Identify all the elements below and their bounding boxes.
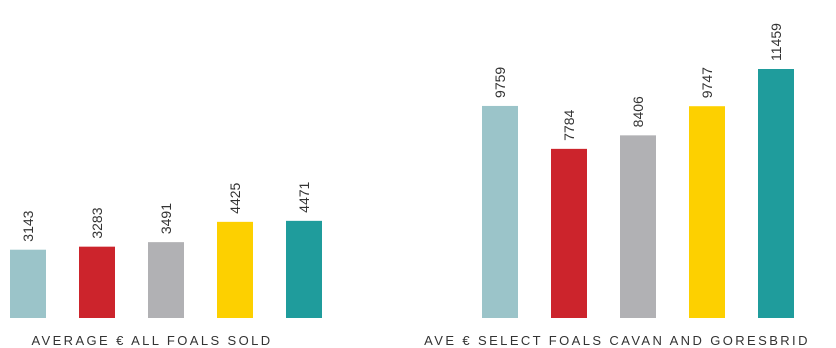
bar-2-5 xyxy=(758,69,794,318)
bar-1-5 xyxy=(286,220,322,318)
bar-1-3 xyxy=(148,242,184,318)
bar-2-2 xyxy=(551,148,587,318)
chart-panel-all-foals: 3143 3283 3491 4425 4471 xyxy=(10,181,322,318)
chart-caption-all-foals: AVERAGE € ALL FOALS SOLD xyxy=(31,333,272,348)
bar-value-label-2-1: 9759 xyxy=(492,67,508,98)
bar-1-4 xyxy=(217,221,253,318)
bar-2-4 xyxy=(689,106,725,319)
chart-caption-select-foals: AVE € SELECT FOALS CAVAN AND GORESBRID xyxy=(424,333,810,348)
bar-value-label-2-5: 11459 xyxy=(768,23,784,61)
bar-value-label-1-2: 3283 xyxy=(89,207,105,238)
chart-panel-select-foals: 9759 7784 8406 9747 11459 xyxy=(482,23,794,319)
bar-value-label-1-5: 4471 xyxy=(296,181,312,212)
bar-value-label-2-3: 8406 xyxy=(630,96,646,127)
bar-value-label-2-4: 9747 xyxy=(699,67,715,98)
bar-1-2 xyxy=(79,246,115,318)
bar-2-1 xyxy=(482,105,518,318)
bar-2-3 xyxy=(620,135,656,318)
bar-value-label-1-1: 3143 xyxy=(20,210,36,241)
bar-value-label-2-2: 7784 xyxy=(561,109,577,140)
bar-value-label-1-3: 3491 xyxy=(158,203,174,234)
bar-value-label-1-4: 4425 xyxy=(227,182,243,213)
bar-1-1 xyxy=(10,249,46,318)
